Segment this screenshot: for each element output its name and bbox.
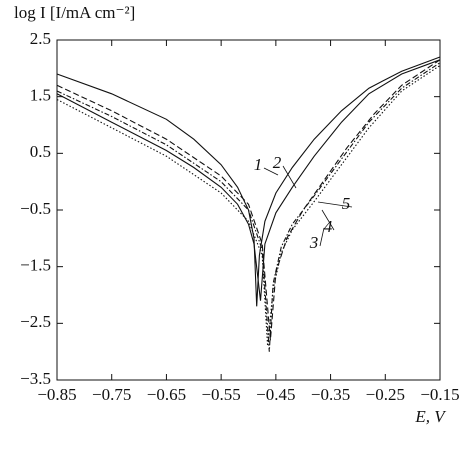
x-tick-label: −0.75: [92, 385, 131, 404]
y-axis-label: log I [I/mA cm⁻²]: [14, 3, 135, 22]
leader-line: [282, 165, 297, 189]
curve-label: 4: [324, 217, 333, 236]
curve: [56, 62, 441, 352]
curve: [56, 59, 441, 341]
leader-line: [317, 201, 353, 208]
curve-label: 1: [254, 155, 263, 174]
leader-line: [263, 167, 279, 176]
y-tick-label: 1.5: [30, 86, 51, 105]
curve: [56, 56, 441, 307]
x-tick-label: −0.85: [37, 385, 76, 404]
x-tick-label: −0.55: [201, 385, 240, 404]
x-tick-label: −0.25: [366, 385, 405, 404]
x-tick-label: −0.65: [147, 385, 186, 404]
curve-label: 5: [342, 194, 351, 213]
y-tick-label: −3.5: [20, 369, 51, 388]
y-tick-label: −0.5: [20, 199, 51, 218]
x-tick-label: −0.15: [420, 385, 459, 404]
y-tick-label: 0.5: [30, 142, 51, 161]
x-axis-label: E, V: [414, 407, 447, 426]
curve: [56, 59, 441, 301]
leader-line: [319, 227, 325, 247]
curve-label: 3: [309, 233, 319, 252]
x-tick-label: −0.35: [311, 385, 350, 404]
y-tick-label: 2.5: [30, 29, 51, 48]
curve-label: 2: [273, 153, 282, 172]
y-tick-label: −1.5: [20, 256, 51, 275]
leader-line: [321, 209, 335, 231]
y-tick-label: −2.5: [20, 312, 51, 331]
x-tick-label: −0.45: [256, 385, 295, 404]
